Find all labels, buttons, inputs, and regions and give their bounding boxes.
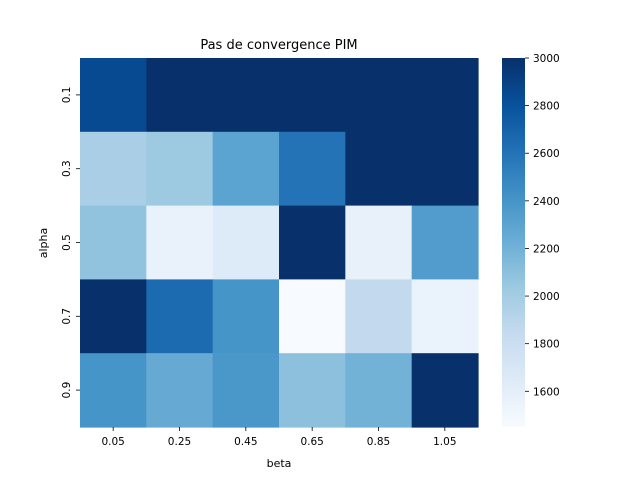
colorbar-tick-label: 1800 [533, 339, 560, 351]
heatmap-cell [146, 205, 214, 280]
heatmap-cell [80, 279, 147, 354]
heatmap-cells [80, 58, 479, 428]
heatmap-cell [411, 279, 479, 354]
colorbar-tick-label: 2000 [533, 291, 560, 303]
heatmap-cell [146, 279, 214, 354]
heatmap-cell [279, 353, 346, 428]
y-tick-label: 0.9 [61, 382, 73, 399]
heatmap-cell [80, 353, 147, 428]
heatmap-cell [411, 58, 479, 133]
heatmap-cell [80, 58, 147, 133]
colorbar-ticks: 1600 1800 2000 2200 2400 2600 2800 3000 [525, 53, 560, 398]
heatmap-cell [212, 205, 280, 280]
heatmap-cell [279, 279, 346, 354]
heatmap-cell [411, 353, 479, 428]
x-tick-label: 0.65 [300, 436, 323, 448]
x-axis: 0.05 0.25 0.45 0.65 0.85 1.05 [101, 427, 457, 448]
colorbar-tick-label: 2800 [533, 101, 560, 113]
heatmap-cell [212, 58, 280, 133]
y-tick-label: 0.7 [61, 308, 73, 325]
heatmap-cell [345, 205, 413, 280]
x-tick-label: 0.85 [367, 436, 390, 448]
heatmap-cell [411, 205, 479, 280]
heatmap-cell [146, 131, 214, 207]
y-axis: 0.1 0.3 0.5 0.7 0.9 [61, 87, 80, 399]
heatmap-cell [345, 353, 413, 428]
chart-title: Pas de convergence PIM [200, 38, 357, 53]
x-tick-label: 1.05 [433, 436, 456, 448]
heatmap-cell [345, 279, 413, 354]
heatmap-cell [345, 58, 413, 133]
heatmap-cell [212, 279, 280, 354]
y-axis-label: alpha [37, 228, 50, 259]
colorbar-tick-label: 3000 [533, 53, 560, 65]
heatmap-cell [80, 205, 147, 280]
colorbar-tick-label: 2600 [533, 148, 560, 160]
y-tick-label: 0.3 [61, 160, 73, 177]
x-tick-label: 0.05 [101, 436, 124, 448]
heatmap-cell [345, 131, 413, 207]
y-tick-label: 0.1 [61, 87, 73, 104]
heatmap-cell [146, 353, 214, 428]
colorbar-tick-label: 1600 [533, 386, 560, 398]
heatmap-cell [279, 205, 346, 280]
colorbar [502, 58, 525, 427]
y-tick-label: 0.5 [61, 234, 73, 251]
x-tick-label: 0.25 [168, 436, 191, 448]
heatmap-cell [146, 58, 214, 133]
colorbar-tick-label: 2200 [533, 243, 560, 255]
heatmap-cell [279, 131, 346, 207]
colorbar-tick-label: 2400 [533, 196, 560, 208]
heatmap-cell [80, 131, 147, 207]
heatmap-cell [279, 58, 346, 133]
heatmap-cell [411, 131, 479, 207]
heatmap-cell [212, 353, 280, 428]
x-tick-label: 0.45 [234, 436, 257, 448]
x-axis-label: beta [267, 457, 292, 470]
heatmap-cell [212, 131, 280, 207]
